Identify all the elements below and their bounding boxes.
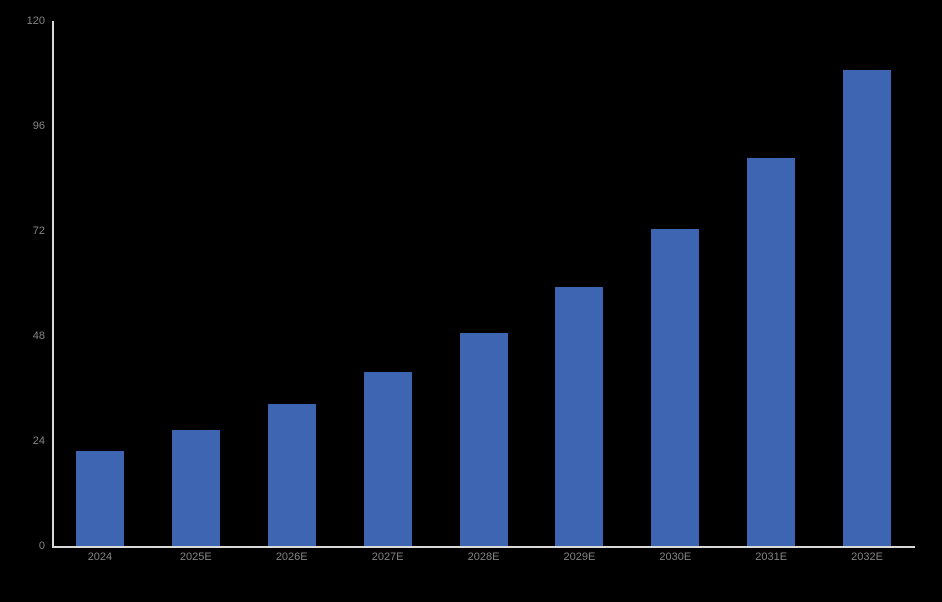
bar-2029E (555, 287, 604, 546)
y-tick-label: 24 (32, 435, 45, 447)
bar-2028E (459, 332, 508, 546)
x-axis-line (52, 546, 915, 548)
x-tick-label: 2024 (87, 551, 113, 563)
y-tick-label: 72 (32, 225, 45, 237)
bar-2032E (843, 69, 892, 546)
x-tick-label: 2031E (755, 551, 788, 563)
x-tick-label: 2025E (179, 551, 212, 563)
y-tick-label: 96 (32, 120, 45, 132)
y-tick-label: 48 (32, 330, 45, 342)
x-tick-label: 2029E (563, 551, 596, 563)
x-tick-label: 2032E (851, 551, 883, 563)
bar-2027E (363, 371, 412, 546)
bar-2030E (651, 228, 700, 546)
x-tick-label: 2027E (371, 551, 404, 563)
y-tick-label: 120 (26, 15, 45, 27)
x-tick-label: 2026E (275, 551, 308, 563)
x-tick-label: 2028E (467, 551, 500, 563)
x-tick-label: 2030E (659, 551, 692, 563)
bar-2031E (747, 157, 796, 546)
y-tick-label: 0 (38, 540, 45, 552)
bar-2024 (75, 451, 124, 546)
bar-2026E (267, 404, 316, 546)
y-axis-line (52, 21, 54, 547)
bar-2025E (171, 430, 220, 546)
